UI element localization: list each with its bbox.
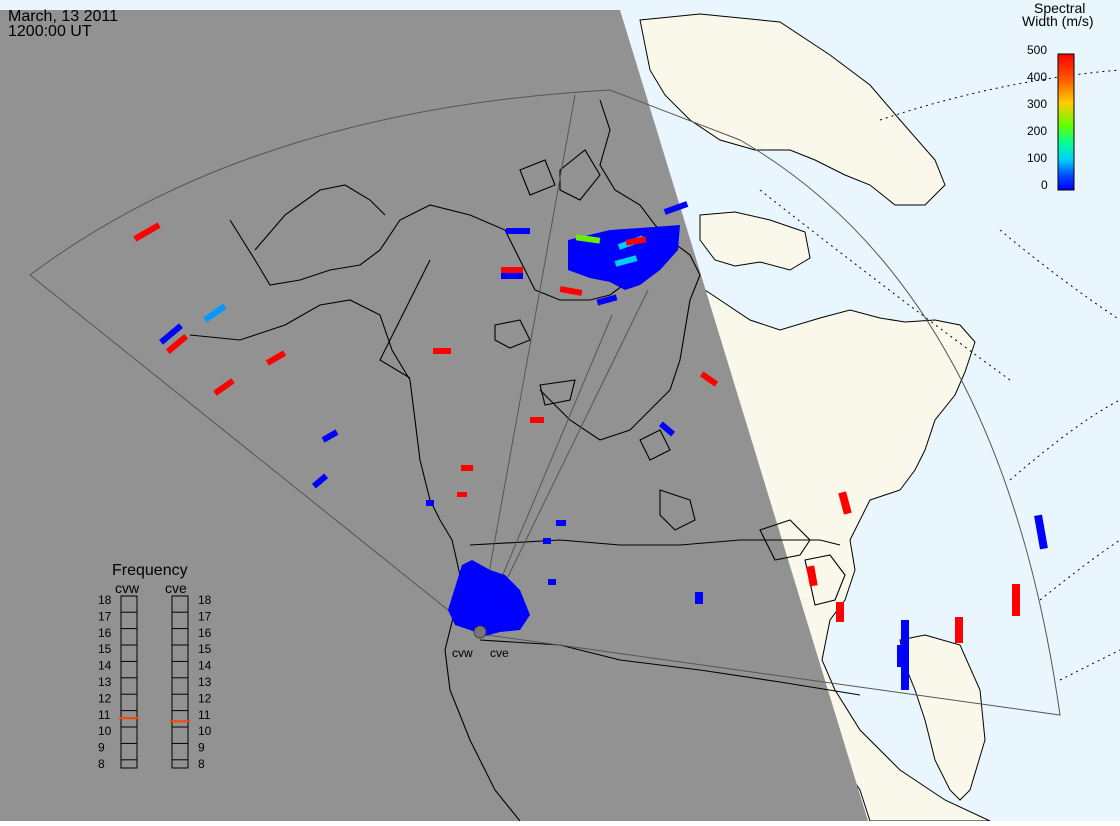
frequency-tick: 11 [98, 708, 111, 722]
frequency-tick: 17 [198, 609, 212, 623]
frequency-tick: 8 [198, 757, 205, 771]
frequency-tick: 15 [98, 642, 112, 656]
frequency-title: Frequency [112, 562, 188, 579]
latitude-grid [759, 69, 1120, 681]
frequency-tick: 18 [98, 593, 112, 607]
frequency-tick: 9 [98, 741, 105, 755]
echo-cyan-2 [614, 255, 638, 267]
frequency-tick: 15 [198, 642, 212, 656]
frequency-box [120, 595, 138, 769]
radar-label-cvw: cvw [452, 646, 473, 660]
frequency-tick: 14 [198, 659, 212, 673]
echo-red-n [625, 236, 647, 246]
frequency-box [171, 595, 189, 769]
timestamp-header: March, 13 2011 1200:00 UT [8, 8, 118, 40]
frequency-radar-label-cve: cve [165, 580, 187, 596]
frequency-tick: 16 [198, 626, 212, 640]
echo-field-north [568, 225, 680, 290]
frequency-tick: 13 [198, 675, 212, 689]
colorbar-tick: 100 [1027, 151, 1047, 165]
frequency-tick: 16 [98, 626, 112, 640]
radar-label-cve: cve [490, 646, 509, 660]
scattered-echoes [133, 201, 1048, 690]
echo-field-radar [448, 560, 530, 636]
frequency-scale: 18 17 16 15 14 13 12 11 10 9 8 18 17 16 15 14 13 12 11 10 9 8 [98, 593, 212, 771]
night-region [0, 10, 868, 821]
frequency-tick: 18 [198, 593, 212, 607]
date-label: March, 13 2011 [8, 8, 118, 25]
echo-green [575, 234, 601, 244]
coastlines [189, 99, 861, 822]
colorbar-tick: 400 [1027, 70, 1047, 84]
frequency-tick: 10 [198, 724, 212, 738]
colorbar-tick: 0 [1041, 178, 1048, 192]
frequency-tick: 14 [98, 659, 112, 673]
colorbar-tick: 500 [1027, 43, 1047, 57]
time-label: 1200:00 UT [8, 23, 92, 40]
frequency-tick: 11 [198, 708, 211, 722]
radar-site-marker [473, 625, 487, 639]
colorbar-title-1: Spectral [1034, 0, 1085, 16]
colorbar-tick: 300 [1027, 97, 1047, 111]
colorbar-gradient [1057, 53, 1075, 191]
colorbar-tick: 200 [1027, 124, 1047, 138]
colorbar: Spectral Width (m/s) 500 400 300 200 100… [1022, 0, 1094, 192]
frequency-tick: 17 [98, 609, 112, 623]
frequency-tick: 12 [198, 691, 212, 705]
frequency-tick: 8 [98, 757, 105, 771]
frequency-tick: 10 [98, 724, 112, 738]
frequency-radar-label-cvw: cvw [115, 580, 140, 596]
frequency-panel: Frequency cvw cve 1817161514131211109818… [98, 562, 212, 771]
frequency-tick: 12 [98, 691, 112, 705]
frequency-tick: 13 [98, 675, 112, 689]
colorbar-title-2: Width (m/s) [1022, 13, 1094, 29]
frequency-tick: 9 [198, 741, 205, 755]
